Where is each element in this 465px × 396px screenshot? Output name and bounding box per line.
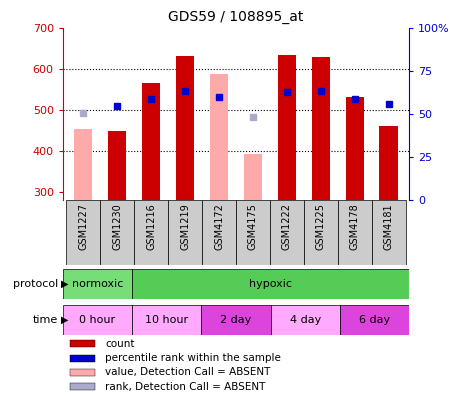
Text: GSM1219: GSM1219 bbox=[180, 203, 190, 250]
Bar bbox=[312, 57, 330, 200]
Text: time: time bbox=[33, 315, 58, 325]
Text: GSM4175: GSM4175 bbox=[248, 203, 258, 250]
Text: protocol: protocol bbox=[13, 279, 58, 289]
Text: count: count bbox=[105, 339, 134, 349]
Text: 0 hour: 0 hour bbox=[80, 315, 115, 325]
Bar bbox=[70, 369, 95, 376]
Bar bbox=[168, 200, 202, 265]
Bar bbox=[278, 55, 296, 200]
Text: 2 day: 2 day bbox=[220, 315, 252, 325]
Text: rank, Detection Call = ABSENT: rank, Detection Call = ABSENT bbox=[105, 382, 266, 392]
Bar bbox=[132, 305, 201, 335]
Bar bbox=[70, 355, 95, 362]
Bar bbox=[338, 200, 372, 265]
Bar bbox=[271, 305, 340, 335]
Bar bbox=[70, 340, 95, 347]
Bar bbox=[132, 269, 409, 299]
Bar bbox=[210, 74, 228, 200]
Bar bbox=[372, 200, 406, 265]
Text: GSM1227: GSM1227 bbox=[78, 203, 88, 250]
Text: value, Detection Call = ABSENT: value, Detection Call = ABSENT bbox=[105, 367, 271, 377]
Bar bbox=[345, 97, 364, 200]
Text: 6 day: 6 day bbox=[359, 315, 390, 325]
Text: GSM1222: GSM1222 bbox=[282, 203, 292, 250]
Bar bbox=[142, 83, 160, 200]
Bar bbox=[66, 200, 100, 265]
Bar bbox=[63, 269, 132, 299]
Text: hypoxic: hypoxic bbox=[249, 279, 292, 289]
Text: GSM1230: GSM1230 bbox=[112, 203, 122, 250]
Bar bbox=[244, 154, 262, 200]
Text: GSM4172: GSM4172 bbox=[214, 203, 224, 250]
Text: 4 day: 4 day bbox=[290, 315, 321, 325]
Text: 10 hour: 10 hour bbox=[145, 315, 188, 325]
Bar bbox=[379, 126, 398, 200]
Bar bbox=[108, 131, 126, 200]
Bar bbox=[270, 200, 304, 265]
Bar bbox=[201, 305, 271, 335]
Bar bbox=[340, 305, 409, 335]
Bar bbox=[236, 200, 270, 265]
Title: GDS59 / 108895_at: GDS59 / 108895_at bbox=[168, 10, 304, 24]
Text: ▶: ▶ bbox=[61, 315, 69, 325]
Bar bbox=[202, 200, 236, 265]
Bar bbox=[176, 55, 194, 200]
Text: percentile rank within the sample: percentile rank within the sample bbox=[105, 353, 281, 363]
Bar bbox=[70, 383, 95, 390]
Text: ▶: ▶ bbox=[61, 279, 69, 289]
Text: normoxic: normoxic bbox=[72, 279, 123, 289]
Text: GSM4181: GSM4181 bbox=[384, 203, 394, 250]
Bar bbox=[74, 129, 93, 200]
Text: GSM1216: GSM1216 bbox=[146, 203, 156, 250]
Bar bbox=[63, 305, 132, 335]
Bar bbox=[304, 200, 338, 265]
Text: GSM1225: GSM1225 bbox=[316, 203, 326, 250]
Bar bbox=[134, 200, 168, 265]
Text: GSM4178: GSM4178 bbox=[350, 203, 360, 250]
Bar bbox=[100, 200, 134, 265]
